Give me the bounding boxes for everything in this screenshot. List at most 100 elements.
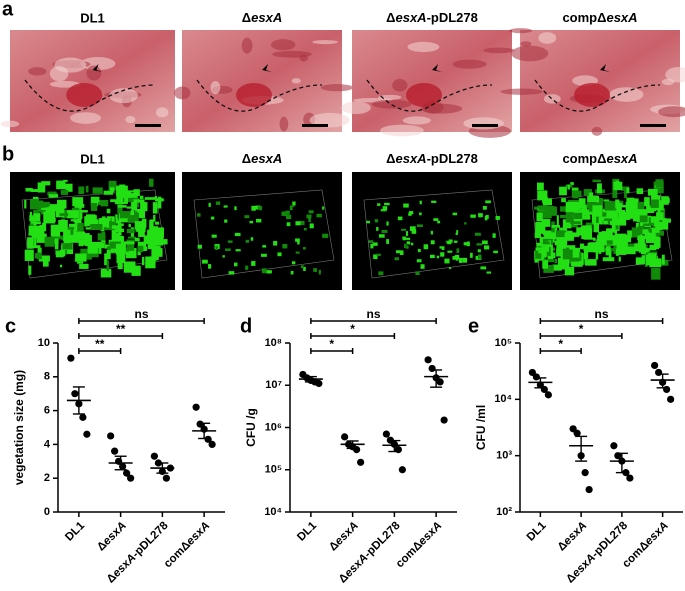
biofilm [470,252,473,258]
data-point [610,442,618,450]
y-axis-label: CFU /ml [474,405,488,450]
biofilm [37,182,46,193]
x-tick-label: DL1 [295,519,319,543]
tissue-highlight [49,80,80,88]
biofilm [569,247,581,260]
tissue-highlight [174,86,191,100]
biofilm [657,218,667,221]
box-outline [193,189,335,279]
biofilm [636,188,644,195]
biofilm [157,196,162,209]
biofilm [211,234,217,238]
tissue-highlight [371,99,412,109]
biofilm [649,258,662,268]
biofilm [474,232,481,236]
biofilm [137,245,144,253]
biofilm [256,218,262,223]
biofilm [419,200,422,205]
biofilm [656,212,664,220]
tissue-highlight [210,80,221,95]
biofilm [431,200,437,203]
biofilm [123,241,135,245]
biofilm [297,241,300,245]
biofilm [554,258,558,264]
biofilm [41,181,51,186]
biofilm [613,225,616,233]
biofilm [124,190,135,193]
biofilm [100,199,109,207]
data-point [208,440,216,448]
biofilm [55,251,64,258]
biofilm [642,236,651,240]
biofilm [300,220,305,225]
biofilm [145,256,156,269]
biofilm [559,214,568,219]
y-axis-label: CFU /g [244,408,258,447]
biofilm [452,212,458,216]
biofilm [78,239,89,246]
biofilm [447,250,453,253]
biofilm [380,209,387,212]
biofilm [455,232,458,236]
biofilm [273,240,278,246]
biofilm [635,257,644,265]
biofilm [552,247,556,251]
tissue-highlight [520,41,532,47]
biofilm [144,238,153,245]
biofilm [386,221,389,226]
biofilm [155,221,160,225]
biofilm [289,205,293,211]
biofilm [290,270,294,275]
x-tick-label: DL1 [63,519,87,543]
biofilm [114,202,125,205]
biofilm [67,227,75,230]
biofilm [251,205,256,211]
biofilm [266,270,272,274]
biofilm [377,203,381,206]
biofilm [69,223,78,230]
biofilm [70,219,78,222]
biofilm [607,220,611,225]
x-tick-label: DL1 [525,519,549,543]
photo-caption: ΔesxA-pDL278 [386,10,478,25]
y-tick-label: 2 [44,472,50,484]
biofilm [495,215,500,220]
biofilm [131,199,138,211]
biofilm [202,259,208,264]
arrow [600,64,610,72]
y-tick-label: 10⁸ [265,337,282,349]
biofilm [109,241,121,252]
biofilm [117,202,123,214]
biofilm [638,248,650,253]
tissue-highlight [54,57,87,73]
biofilm [583,189,592,196]
data-point [667,395,675,403]
biofilm [492,233,496,238]
biofilm [62,243,73,250]
tissue-highlight [665,66,685,83]
tissue-highlight [402,116,431,125]
biofilm [65,183,73,192]
biofilm [225,248,231,251]
biofilm [647,188,658,196]
biofilm [245,265,249,270]
significance-label: * [579,322,584,336]
biofilm [406,241,411,245]
biofilm [406,245,409,249]
biofilm [382,206,388,211]
tissue-highlight [543,94,561,104]
outline [366,79,493,112]
tissue-highlight [320,84,354,92]
error-bar [304,375,317,383]
tissue-highlight [538,32,557,44]
significance-label: * [350,322,355,336]
biofilm [405,231,409,236]
biofilm [137,199,145,203]
outline [534,79,661,112]
significance-label: ns [594,307,608,321]
biofilm [555,230,567,238]
biofilm [215,245,218,251]
biofilm [386,239,390,244]
biofilm [41,207,53,211]
significance-label: * [329,337,334,351]
